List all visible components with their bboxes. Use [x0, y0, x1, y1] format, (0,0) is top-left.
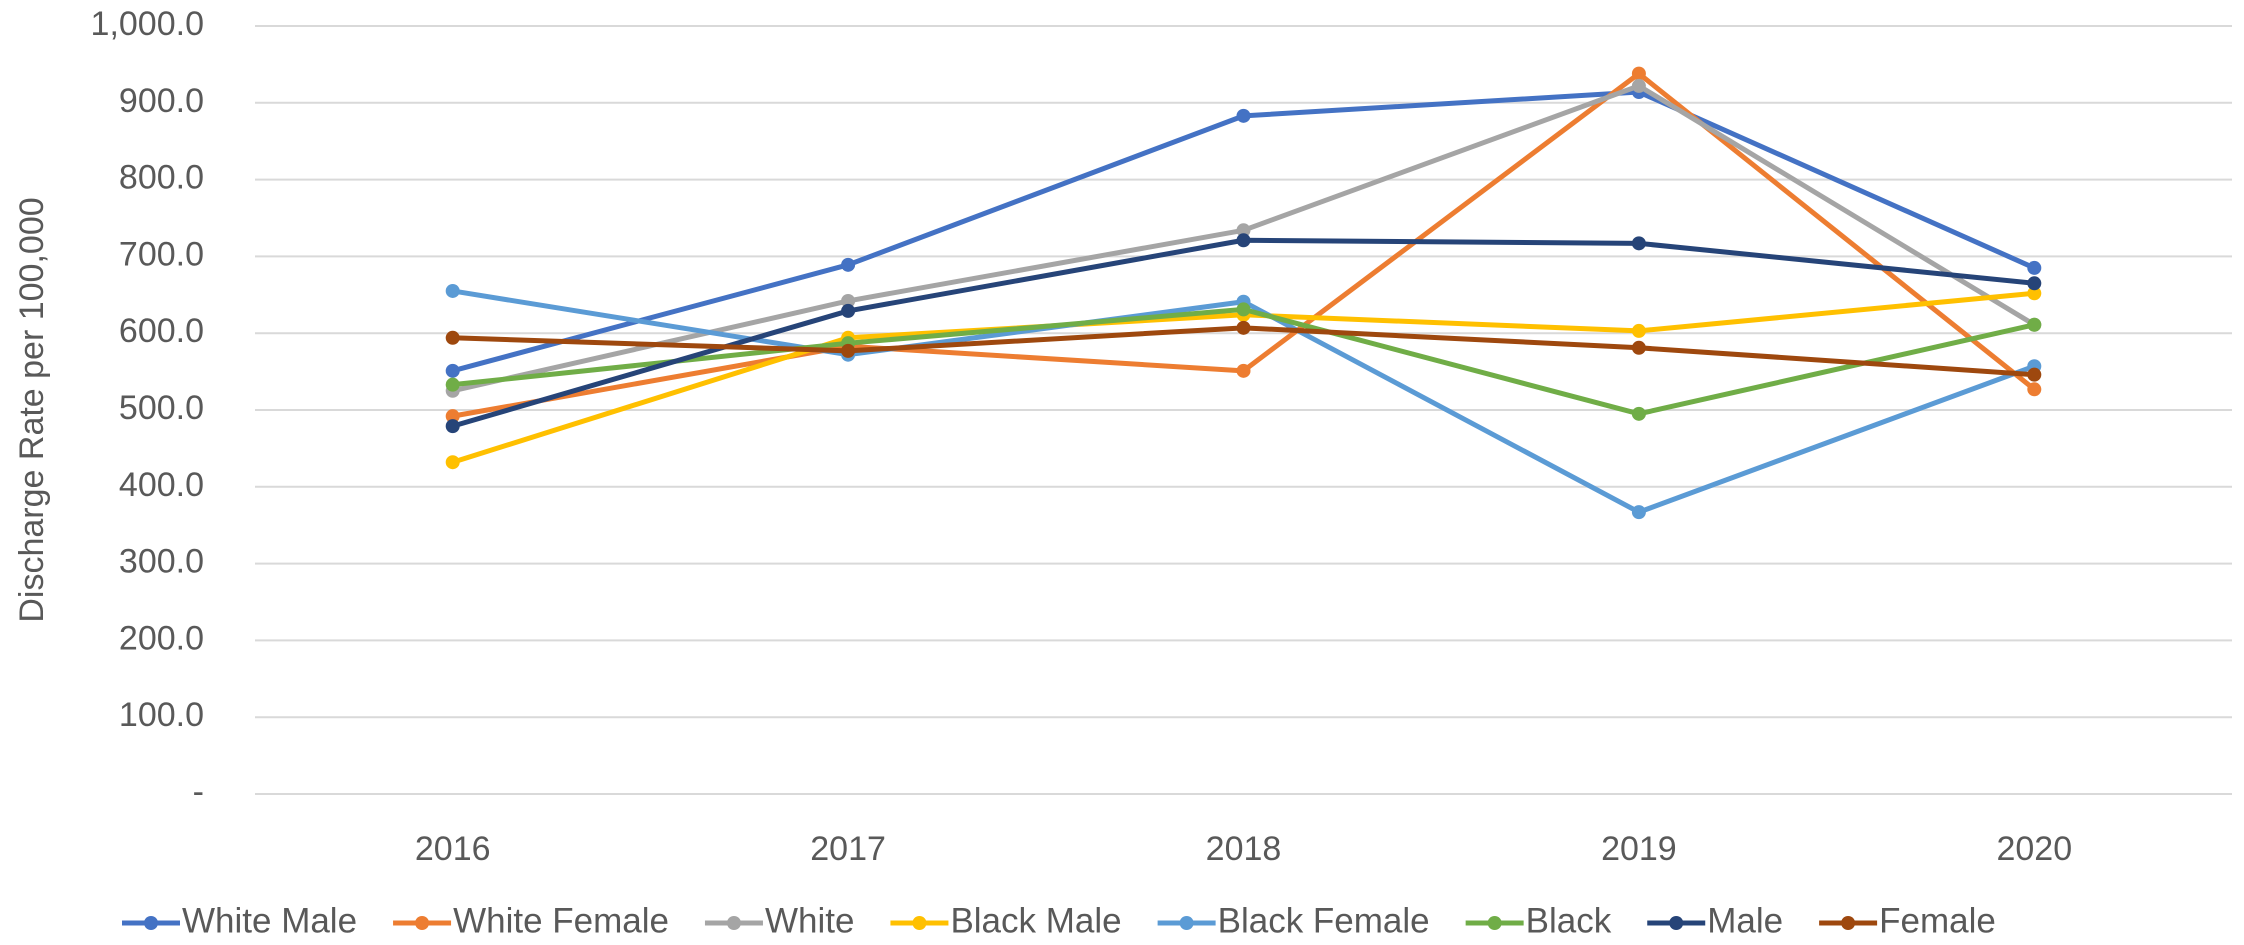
- legend-marker: [415, 916, 430, 930]
- legend-label: White: [765, 901, 854, 940]
- data-point: [841, 293, 856, 308]
- y-tick-label: 700.0: [119, 235, 204, 273]
- y-tick-label: 100.0: [119, 696, 204, 734]
- data-point: [2027, 260, 2042, 275]
- data-point: [1236, 363, 1251, 378]
- legend-marker: [1487, 916, 1502, 930]
- data-point: [445, 409, 460, 424]
- data-point: [1236, 302, 1251, 317]
- data-point: [1631, 323, 1646, 338]
- legend-marker: [1669, 916, 1684, 930]
- y-tick-label: 600.0: [119, 312, 204, 350]
- data-point: [445, 377, 460, 392]
- data-point: [2027, 317, 2042, 332]
- legend-marker: [726, 916, 741, 930]
- data-point: [1631, 236, 1646, 251]
- data-point: [841, 303, 856, 318]
- x-tick-label: 2018: [1206, 830, 1282, 868]
- y-tick-label: 400.0: [119, 466, 204, 504]
- legend-label: White Male: [182, 901, 357, 940]
- data-point: [2027, 286, 2042, 301]
- data-point: [1236, 108, 1251, 123]
- y-tick-label: 500.0: [119, 389, 204, 427]
- y-axis-label: Discharge Rate per 100,000: [13, 197, 51, 622]
- data-point: [1236, 233, 1251, 248]
- y-tick-label: 1,000.0: [91, 5, 204, 43]
- y-tick-label: 300.0: [119, 543, 204, 581]
- x-tick-label: 2019: [1601, 830, 1677, 868]
- y-tick-label: 900.0: [119, 82, 204, 120]
- legend-label: White Female: [453, 901, 669, 940]
- legend-marker: [1179, 916, 1194, 930]
- legend-label: Black: [1526, 901, 1612, 940]
- data-point: [445, 419, 460, 434]
- data-point: [1631, 78, 1646, 93]
- legend-label: Female: [1879, 901, 1996, 940]
- legend-label: Black Female: [1218, 901, 1430, 940]
- data-point: [2027, 367, 2042, 382]
- x-tick-label: 2020: [1996, 830, 2072, 868]
- data-point: [1236, 223, 1251, 238]
- legend-label: Black Male: [950, 901, 1121, 940]
- data-point: [1631, 505, 1646, 520]
- data-point: [841, 257, 856, 272]
- data-point: [841, 343, 856, 358]
- legend-marker: [912, 916, 927, 930]
- data-point: [2027, 276, 2042, 291]
- data-point: [1236, 320, 1251, 335]
- data-point: [445, 283, 460, 298]
- y-tick-label: -: [193, 773, 204, 811]
- data-point: [445, 330, 460, 345]
- x-tick-label: 2017: [810, 830, 886, 868]
- data-point: [445, 363, 460, 378]
- data-point: [2027, 382, 2042, 397]
- data-point: [1631, 66, 1646, 81]
- y-tick-label: 200.0: [119, 619, 204, 657]
- legend-marker: [144, 916, 158, 930]
- x-tick-label: 2016: [415, 830, 491, 868]
- data-point: [1631, 406, 1646, 421]
- data-point: [445, 455, 460, 470]
- legend-label: Male: [1707, 901, 1783, 940]
- y-tick-label: 800.0: [119, 159, 204, 197]
- legend-marker: [1841, 916, 1856, 930]
- data-point: [1631, 340, 1646, 355]
